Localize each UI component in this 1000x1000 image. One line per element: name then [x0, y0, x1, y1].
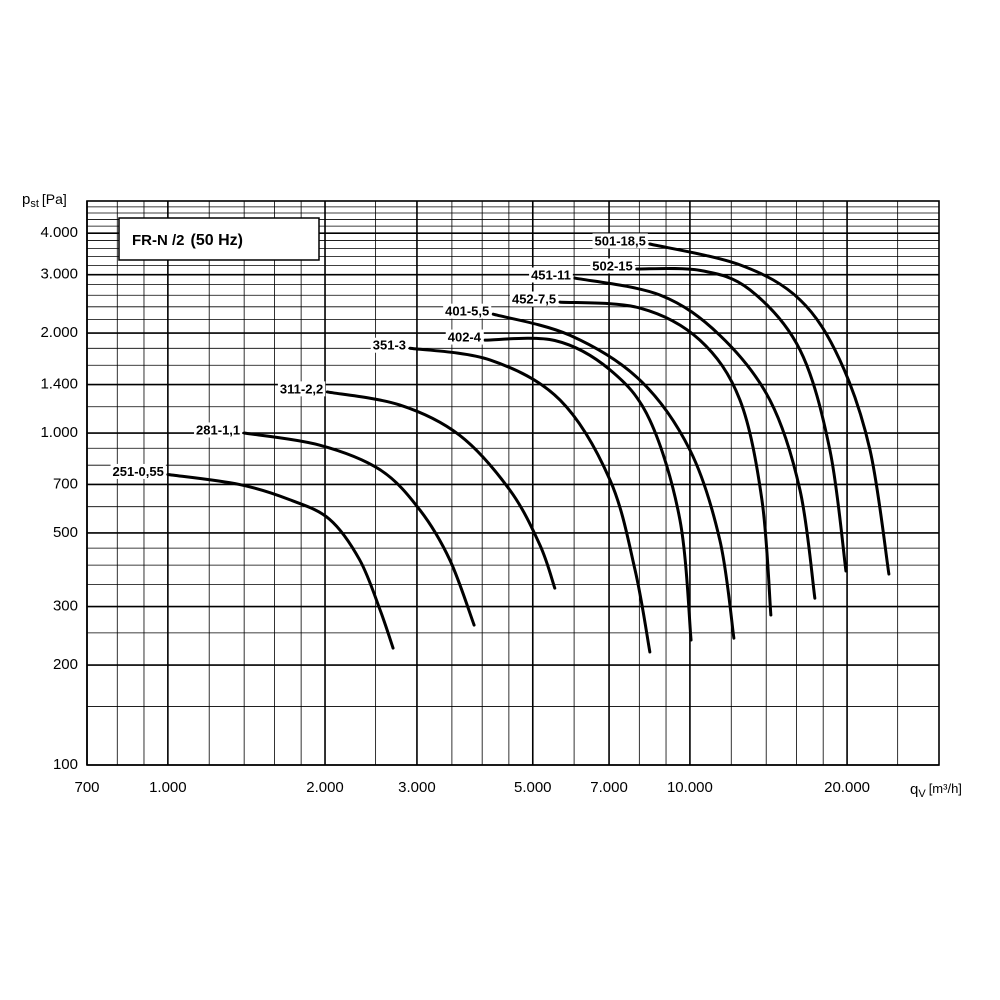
x-label-unit: [m³/h]	[929, 781, 962, 796]
y-tick-label: 1.000	[40, 424, 78, 441]
x-tick-label: 5.000	[514, 779, 552, 796]
x-tick-label: 10.000	[667, 779, 713, 796]
title-sub: (50 Hz)	[191, 232, 243, 249]
y-tick-label: 700	[53, 475, 78, 492]
curve-label: 501-18,5	[595, 233, 646, 248]
fan-curve	[648, 242, 891, 576]
curve-label: 251-0,55	[113, 464, 164, 479]
y-label-subscript: st	[30, 198, 39, 210]
y-label-unit: [Pa]	[42, 191, 67, 207]
title-box	[118, 217, 320, 261]
y-tick-label: 4.000	[40, 224, 78, 241]
curve-label: 351-3	[373, 338, 406, 353]
curve-label: 451-11	[531, 267, 571, 282]
y-label-symbol: p	[22, 191, 30, 208]
curve-label-bg	[590, 258, 635, 274]
y-tick-label: 1.400	[40, 375, 78, 392]
curve-label-bg	[370, 337, 409, 353]
fan-curve	[166, 473, 395, 650]
fan-curve	[242, 431, 476, 627]
x-axis-label: qV [m³/h]	[910, 781, 962, 800]
curve-label-bg	[529, 267, 573, 283]
x-tick-label: 700	[74, 779, 99, 796]
curve-label: 502-15	[592, 258, 632, 273]
y-tick-label: 2.000	[40, 324, 78, 341]
fan-curve	[408, 346, 652, 654]
curve-label-bg	[445, 329, 484, 345]
fan-curve	[325, 390, 557, 590]
curve-label-bg	[592, 233, 648, 249]
curve-label-bg	[110, 463, 166, 479]
x-label-symbol: q	[910, 781, 918, 798]
curve-label: 402-4	[448, 330, 482, 345]
x-tick-label: 3.000	[398, 779, 436, 796]
y-tick-label: 200	[53, 656, 78, 673]
plot-frame	[86, 200, 940, 766]
curve-label: 401-5,5	[445, 304, 489, 319]
curve-label-bg	[443, 303, 492, 319]
y-axis-label: pst [Pa]	[22, 191, 67, 210]
y-tick-label: 300	[53, 598, 78, 615]
x-tick-label: 7.000	[590, 779, 628, 796]
fan-curve	[558, 300, 773, 617]
x-label-subscript: V	[918, 788, 926, 800]
chart-title: FR-N /2 (50 Hz)	[132, 232, 243, 249]
curve-label: 281-1,1	[196, 422, 240, 437]
x-tick-label: 1.000	[149, 779, 187, 796]
y-tick-label: 3.000	[40, 266, 78, 283]
y-tick-label: 500	[53, 524, 78, 541]
curve-label-bg	[509, 291, 559, 307]
fan-curve	[491, 312, 736, 640]
curve-label: 311-2,2	[280, 381, 323, 396]
fan-curve	[635, 266, 848, 573]
curve-label-bg	[194, 422, 243, 438]
fan-curve	[483, 336, 693, 642]
x-tick-label: 2.000	[306, 779, 344, 796]
curve-label-bg	[277, 381, 326, 397]
y-tick-label: 100	[53, 756, 78, 773]
fan-curve	[573, 276, 817, 600]
title-main: FR-N /2	[132, 232, 185, 249]
x-tick-label: 20.000	[824, 779, 870, 796]
curve-label: 452-7,5	[512, 292, 556, 307]
